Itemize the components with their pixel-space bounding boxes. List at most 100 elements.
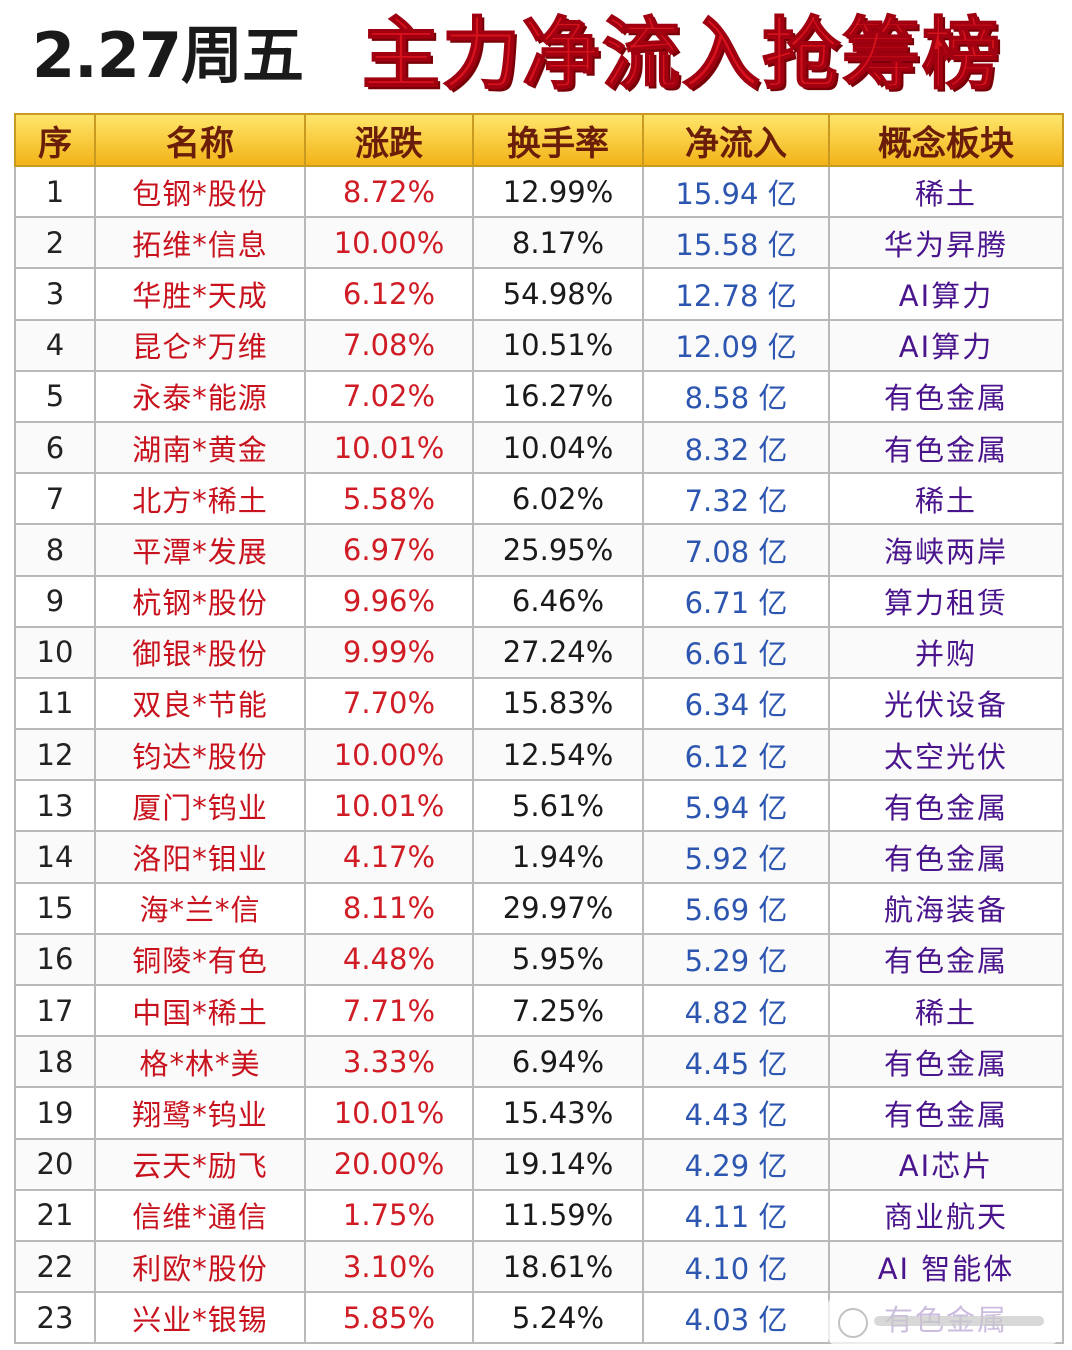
row-index: 17	[14, 983, 96, 1038]
table-header-row: 序 名称 涨跌 换手率 净流入 概念板块	[14, 113, 1064, 167]
price-change: 1.75%	[304, 1188, 474, 1242]
date-label: 2.27周五	[32, 19, 304, 92]
net-inflow: 15.94 亿	[642, 164, 830, 219]
price-change: 10.00%	[304, 216, 474, 270]
table-row: 9 杭钢*股份 9.96% 6.46% 6.71 亿算力租赁	[14, 574, 1064, 628]
net-inflow: 15.58 亿	[642, 216, 830, 270]
net-inflow: 12.78 亿	[642, 267, 830, 321]
column-header-inflow: 净流入	[642, 113, 830, 167]
price-change: 4.48%	[304, 932, 474, 987]
table-row: 13 厦门*钨业 10.01% 5.61% 5.94 亿有色金属	[14, 779, 1064, 833]
row-index: 11	[14, 676, 96, 731]
turnover-rate: 10.51%	[472, 318, 644, 372]
row-index: 10	[14, 625, 96, 679]
column-header-turnover: 换手率	[472, 113, 644, 167]
ranking-table-container: 序 名称 涨跌 换手率 净流入 概念板块 1 包钢*股份 8.72% 12.99% 15…	[14, 113, 1064, 1345]
row-index: 13	[14, 779, 96, 833]
stock-name: 北方*稀土	[94, 472, 306, 526]
net-inflow: 5.94 亿	[642, 779, 830, 833]
stock-name: 厦门*钨业	[94, 779, 306, 833]
concept-sector: 有色金属	[828, 369, 1064, 423]
price-change: 7.70%	[304, 676, 474, 731]
net-inflow: 7.32 亿	[642, 472, 830, 526]
concept-sector: 光伏设备	[828, 676, 1064, 731]
table-row: 19 翔鹭*钨业 10.01% 15.43% 4.43 亿有色金属	[14, 1086, 1064, 1140]
concept-sector: AI算力	[828, 267, 1064, 321]
row-index: 1	[14, 164, 96, 219]
stock-name: 平潭*发展	[94, 523, 306, 577]
net-inflow: 8.32 亿	[642, 420, 830, 475]
column-header-name: 名称	[94, 113, 306, 167]
row-index: 6	[14, 420, 96, 475]
stock-name: 海*兰*信	[94, 881, 306, 935]
price-change: 5.85%	[304, 1291, 474, 1345]
net-inflow: 6.61 亿	[642, 625, 830, 679]
price-change: 10.01%	[304, 1086, 474, 1140]
concept-sector: 稀土	[828, 164, 1064, 219]
table-row: 14 洛阳*钼业 4.17% 1.94% 5.92 亿有色金属	[14, 830, 1064, 884]
concept-sector: 有色金属	[828, 420, 1064, 475]
turnover-rate: 27.24%	[472, 625, 644, 679]
table-row: 5 永泰*能源 7.02% 16.27% 8.58 亿有色金属	[14, 369, 1064, 423]
turnover-rate: 18.61%	[472, 1239, 644, 1294]
table-row: 3 华胜*天成 6.12% 54.98% 12.78 亿 AI算力	[14, 267, 1064, 321]
row-index: 19	[14, 1086, 96, 1140]
ranking-table: 序 名称 涨跌 换手率 净流入 概念板块 1 包钢*股份 8.72% 12.99% 15…	[14, 113, 1064, 1345]
row-index: 16	[14, 932, 96, 987]
stock-name: 兴业*银锡	[94, 1291, 306, 1345]
concept-sector: 航海装备	[828, 881, 1064, 935]
price-change: 3.10%	[304, 1239, 474, 1294]
net-inflow: 5.29 亿	[642, 932, 830, 987]
net-inflow: 8.58 亿	[642, 369, 830, 423]
row-index: 22	[14, 1239, 96, 1294]
table-row: 12 钧达*股份 10.00% 12.54% 6.12 亿太空光伏	[14, 728, 1064, 782]
watermark-text-mask	[874, 1316, 1044, 1326]
stock-name: 包钢*股份	[94, 164, 306, 219]
net-inflow: 4.45 亿	[642, 1035, 830, 1089]
net-inflow: 6.71 亿	[642, 574, 830, 628]
turnover-rate: 15.43%	[472, 1086, 644, 1140]
table-row: 8 平潭*发展 6.97% 25.95% 7.08 亿海峡两岸	[14, 523, 1064, 577]
stock-name: 钧达*股份	[94, 728, 306, 782]
table-row: 18 格*林*美 3.33% 6.94% 4.45 亿有色金属	[14, 1035, 1064, 1089]
table-row: 21 信维*通信 1.75% 11.59% 4.11 亿商业航天	[14, 1188, 1064, 1242]
price-change: 6.12%	[304, 267, 474, 321]
net-inflow: 4.03 亿	[642, 1291, 830, 1345]
turnover-rate: 10.04%	[472, 420, 644, 475]
price-change: 6.97%	[304, 523, 474, 577]
turnover-rate: 5.61%	[472, 779, 644, 833]
price-change: 20.00%	[304, 1137, 474, 1191]
stock-name: 双良*节能	[94, 676, 306, 731]
turnover-rate: 54.98%	[472, 267, 644, 321]
concept-sector: 华为昇腾	[828, 216, 1064, 270]
stock-name: 翔鹭*钨业	[94, 1086, 306, 1140]
net-inflow: 4.43 亿	[642, 1086, 830, 1140]
row-index: 12	[14, 728, 96, 782]
row-index: 20	[14, 1137, 96, 1191]
turnover-rate: 5.95%	[472, 932, 644, 987]
price-change: 9.99%	[304, 625, 474, 679]
price-change: 7.02%	[304, 369, 474, 423]
concept-sector: 并购	[828, 625, 1064, 679]
concept-sector: 海峡两岸	[828, 523, 1064, 577]
turnover-rate: 1.94%	[472, 830, 644, 884]
stock-name: 格*林*美	[94, 1035, 306, 1089]
stock-name: 利欧*股份	[94, 1239, 306, 1294]
stock-name: 昆仑*万维	[94, 318, 306, 372]
table-row: 7 北方*稀土 5.58% 6.02% 7.32 亿稀土	[14, 472, 1064, 526]
table-row: 1 包钢*股份 8.72% 12.99% 15.94 亿稀土	[14, 164, 1064, 219]
stock-name: 中国*稀土	[94, 983, 306, 1038]
price-change: 8.72%	[304, 164, 474, 219]
concept-sector: 有色金属	[828, 830, 1064, 884]
watermark	[828, 1298, 1058, 1344]
page-header: 2.27周五 主力净流入抢筹榜	[0, 0, 1072, 112]
table-row: 20 云天*励飞 20.00% 19.14% 4.29 亿 AI芯片	[14, 1137, 1064, 1191]
price-change: 10.01%	[304, 779, 474, 833]
turnover-rate: 6.46%	[472, 574, 644, 628]
concept-sector: AI芯片	[828, 1137, 1064, 1191]
stock-name: 湖南*黄金	[94, 420, 306, 475]
turnover-rate: 6.94%	[472, 1035, 644, 1089]
net-inflow: 4.29 亿	[642, 1137, 830, 1191]
row-index: 21	[14, 1188, 96, 1242]
table-row: 15 海*兰*信 8.11% 29.97% 5.69 亿航海装备	[14, 881, 1064, 935]
